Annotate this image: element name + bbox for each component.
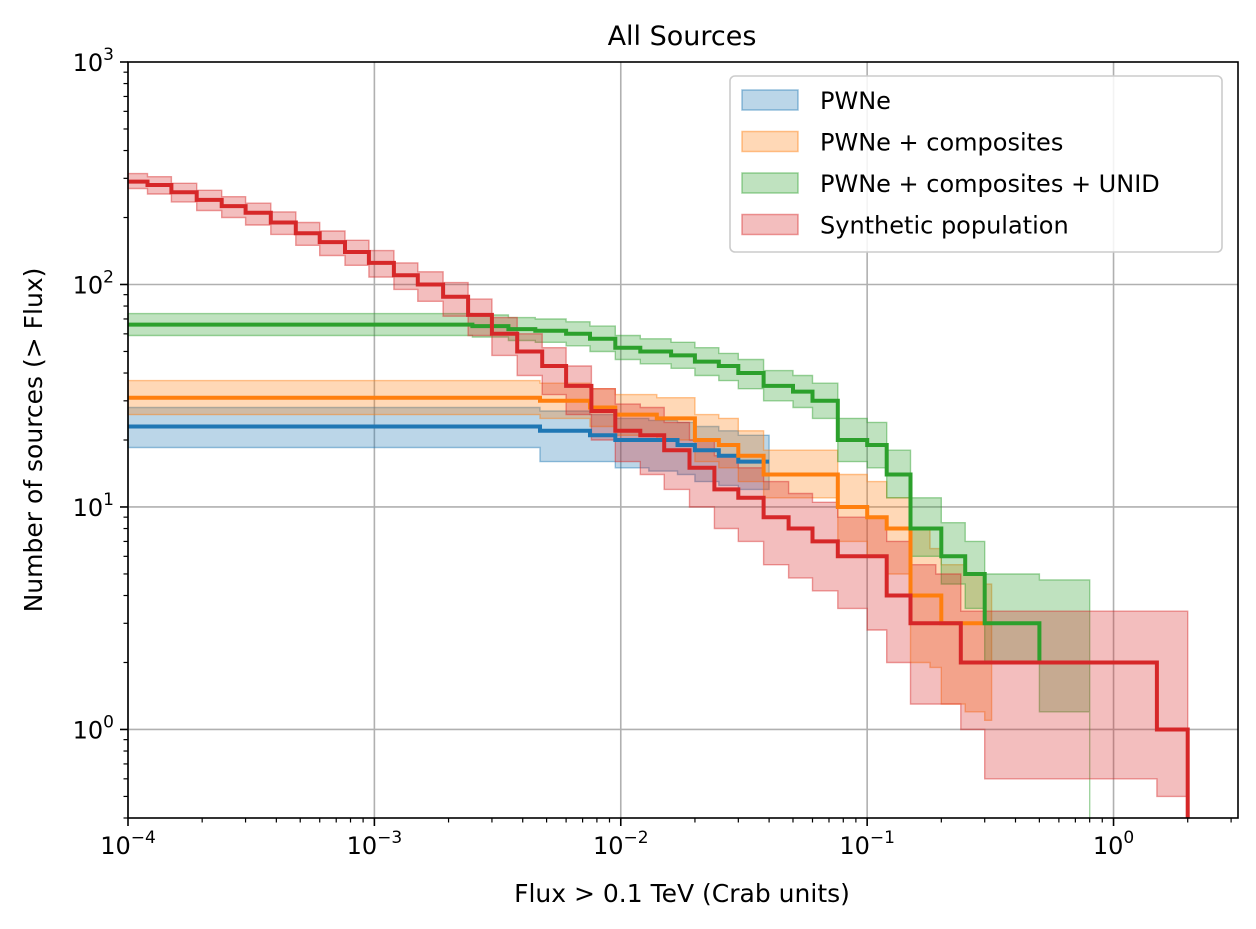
x-tick-exponent: −2 <box>624 828 649 848</box>
x-tick-label: 100 <box>1093 828 1134 860</box>
legend-box <box>729 75 1223 253</box>
x-axis-label: Flux > 0.1 TeV (Crab units) <box>514 879 850 908</box>
x-tick-base: 10 <box>593 832 624 860</box>
x-tick-label: 10−2 <box>593 828 649 860</box>
legend-label: Synthetic population <box>820 212 1069 240</box>
y-tick-label: 103 <box>73 45 114 77</box>
y-tick-base: 10 <box>73 49 104 77</box>
x-tick-base: 10 <box>1093 832 1124 860</box>
x-tick-exponent: −3 <box>377 828 402 848</box>
confidence-band <box>127 379 993 721</box>
legend-label: PWNe + composites + UNID <box>820 170 1160 198</box>
legend-swatch <box>741 130 799 153</box>
legend: PWNe PWNe + composites PWNe + composites +… <box>729 75 1223 253</box>
series-line <box>128 395 992 626</box>
y-tick-exponent: 0 <box>103 712 114 732</box>
chart-title: All Sources <box>608 21 757 52</box>
y-tick-label: 100 <box>73 712 114 744</box>
x-tick-base: 10 <box>347 832 378 860</box>
x-tick-exponent: −1 <box>870 828 895 848</box>
x-tick-base: 10 <box>100 832 131 860</box>
series-line <box>128 322 1090 665</box>
series-lines <box>128 179 1190 818</box>
y-tick-exponent: 3 <box>103 45 114 65</box>
x-tick-label: 10−1 <box>839 828 895 860</box>
x-tick-label: 10−4 <box>100 828 156 860</box>
y-tick-base: 10 <box>73 494 104 522</box>
y-tick-exponent: 1 <box>103 490 114 510</box>
x-tick-exponent: 0 <box>1123 828 1134 848</box>
y-tick-base: 10 <box>73 716 104 744</box>
y-tick-base: 10 <box>73 271 104 299</box>
legend-swatch <box>741 89 799 111</box>
x-tick-label: 10−3 <box>347 828 403 860</box>
x-tick-exponent: −4 <box>131 828 156 848</box>
legend-swatch <box>741 213 799 236</box>
legend-swatch <box>741 172 799 194</box>
y-tick-exponent: 2 <box>103 267 114 287</box>
y-tick-label: 101 <box>73 490 114 522</box>
series-line <box>128 179 1190 818</box>
y-tick-label: 102 <box>73 267 114 299</box>
y-axis-label: Number of sources (> Flux) <box>19 268 48 613</box>
legend-label: PWNe <box>820 87 891 115</box>
x-tick-base: 10 <box>839 832 870 860</box>
legend-label: PWNe + composites <box>820 129 1063 157</box>
